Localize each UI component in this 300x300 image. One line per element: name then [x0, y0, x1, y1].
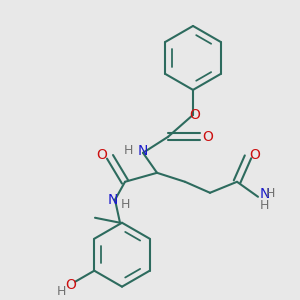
Text: O: O	[202, 130, 213, 144]
Text: H: H	[124, 144, 133, 157]
Text: H: H	[120, 198, 130, 211]
Text: H: H	[265, 187, 275, 200]
Text: N: N	[108, 193, 118, 207]
Text: O: O	[97, 148, 107, 162]
Text: N: N	[260, 187, 270, 201]
Text: O: O	[250, 148, 260, 162]
Text: H: H	[56, 285, 66, 298]
Text: H: H	[260, 199, 269, 212]
Text: N: N	[138, 144, 148, 158]
Text: O: O	[190, 108, 200, 122]
Text: O: O	[65, 278, 76, 292]
